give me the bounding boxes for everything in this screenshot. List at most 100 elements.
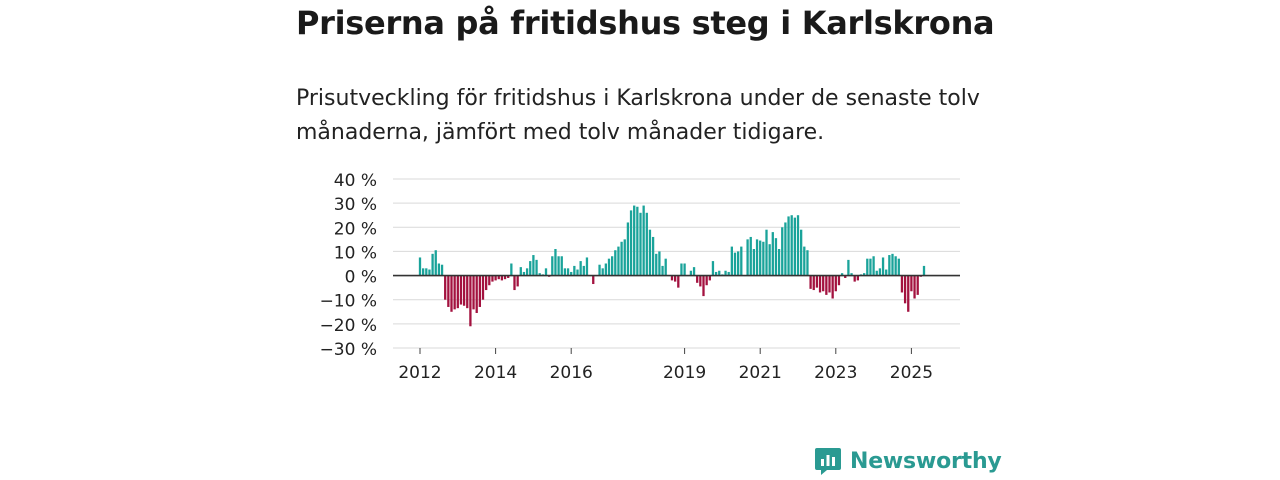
bar: [771, 232, 774, 276]
bar: [674, 275, 677, 282]
bar: [629, 210, 633, 276]
bar: [875, 270, 878, 276]
bar: [746, 239, 749, 276]
bar: [434, 250, 437, 276]
bar: [437, 263, 441, 276]
bar: [818, 275, 822, 293]
bar: [809, 275, 812, 289]
bar: [557, 256, 560, 276]
bar: [535, 259, 538, 276]
bar: [620, 241, 623, 276]
bar: [611, 256, 614, 276]
bar: [431, 253, 434, 276]
value-annotation: 4 %: [929, 0, 958, 4]
y-tick-label: 30 %: [334, 195, 377, 215]
bar: [708, 275, 711, 281]
bar: [888, 255, 891, 276]
grid-lines: [393, 178, 960, 349]
bar: [733, 252, 737, 276]
bar: [661, 265, 664, 276]
bar: [579, 261, 582, 276]
bar: [670, 275, 674, 281]
bar: [456, 275, 459, 309]
bar: [784, 222, 787, 276]
y-axis: 40 % 30 % 20 % 10 % 0 % −10 % −20 % −30 %: [320, 171, 377, 360]
bar: [903, 275, 907, 304]
bar: [724, 270, 727, 276]
bar: [878, 268, 882, 276]
newsworthy-logo-icon: [815, 448, 841, 475]
bar: [623, 239, 626, 276]
bar: [538, 273, 541, 276]
bar: [837, 275, 841, 286]
bar: [793, 217, 796, 276]
bar: [529, 261, 532, 276]
bars: [418, 205, 926, 327]
bar: [450, 275, 453, 312]
y-tick-label: 10 %: [334, 243, 377, 263]
chart-title: Priserna på fritidshus steg i Karlskrona: [296, 4, 995, 42]
bar: [831, 275, 834, 299]
bar: [922, 265, 926, 276]
bar: [447, 275, 450, 307]
bar: [425, 268, 428, 276]
annotations: 4 %: [929, 0, 958, 4]
bar: [466, 275, 469, 309]
bar: [740, 246, 743, 276]
bar: [573, 265, 576, 276]
bar: [566, 268, 570, 276]
bar: [488, 275, 491, 286]
bar: [765, 229, 768, 276]
bar: [491, 275, 494, 282]
bar: [777, 249, 781, 276]
y-tick-label: 0 %: [345, 268, 377, 288]
bar: [525, 268, 529, 276]
bar: [916, 275, 919, 295]
bar: [768, 244, 771, 276]
bar: [702, 275, 705, 297]
bar: [428, 269, 431, 276]
bar: [705, 275, 708, 286]
bar: [730, 246, 733, 276]
bar: [655, 253, 658, 276]
bar: [532, 255, 535, 276]
bar: [677, 275, 680, 288]
bar: [544, 268, 548, 276]
bar: [478, 275, 481, 307]
bar: [614, 250, 617, 276]
bar: [510, 263, 513, 276]
bar: [658, 251, 661, 276]
bar: [806, 250, 809, 276]
x-tick-label: 2021: [739, 363, 782, 383]
bar: [507, 275, 510, 278]
bar: [418, 257, 422, 276]
bar: [699, 275, 702, 287]
bar: [522, 271, 526, 276]
bar: [598, 264, 601, 276]
bar: [714, 271, 718, 276]
bar: [440, 264, 444, 276]
bar: [781, 227, 784, 276]
bar: [570, 271, 573, 276]
bar: [636, 206, 639, 276]
bar: [815, 275, 819, 288]
bar: [444, 275, 447, 300]
bar: [551, 256, 554, 276]
bar: [891, 253, 894, 276]
bar: [853, 275, 856, 282]
bar: [459, 275, 463, 305]
bar: [516, 275, 519, 287]
bar: [626, 222, 630, 276]
y-tick-label: −10 %: [320, 292, 377, 312]
bar: [872, 256, 875, 276]
bar: [513, 275, 516, 291]
bar: [847, 259, 850, 276]
bar: [633, 205, 636, 276]
bar: [576, 269, 579, 276]
bar: [601, 268, 604, 276]
bar: [737, 251, 740, 276]
bar: [469, 275, 472, 327]
bar: [560, 256, 563, 276]
bar: [497, 275, 500, 280]
bar: [554, 249, 557, 276]
